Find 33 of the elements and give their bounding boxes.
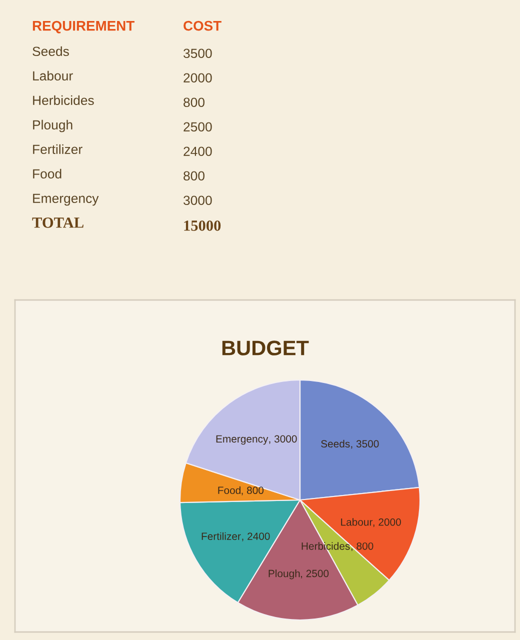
- text: 800: [184, 98, 204, 108]
- text: Plough: [33, 120, 72, 132]
- text: 3500: [184, 48, 212, 58]
- text: 800: [184, 171, 204, 181]
- data-label: , 2500: [301, 570, 329, 578]
- slice-label: Plough: [268, 570, 300, 580]
- text: Labour: [33, 70, 73, 81]
- chart-title: BUDGET: [222, 340, 309, 356]
- text: 2000: [184, 73, 212, 83]
- data-label: , 3000: [269, 435, 297, 444]
- text: COST: [184, 20, 222, 31]
- text: Food: [33, 168, 62, 179]
- text: 2400: [184, 146, 212, 156]
- data-label: , 2400: [242, 532, 270, 542]
- slice-label: Emergency: [216, 435, 268, 445]
- slice-label: Labour: [341, 518, 373, 526]
- data-label: , 3500: [351, 440, 379, 449]
- text: Seeds: [32, 46, 69, 56]
- data-label: , 800: [242, 486, 264, 496]
- text: Herbicides: [33, 95, 94, 106]
- slice-label: Seeds: [321, 440, 350, 448]
- data-label: , 2000: [373, 518, 401, 528]
- slice-label: Food: [218, 486, 240, 494]
- slice-label: Herbicides: [302, 542, 350, 550]
- text: Fertilizer: [33, 144, 82, 154]
- text: REQUIREMENT: [32, 20, 134, 34]
- text: TOTAL: [32, 218, 84, 228]
- text: 2500: [184, 122, 212, 132]
- text: 15000: [184, 220, 221, 231]
- data-label: , 800: [351, 542, 374, 552]
- text: 3000: [184, 196, 212, 206]
- slice-label: Fertilizer: [202, 532, 241, 540]
- text: Emergency: [33, 194, 99, 206]
